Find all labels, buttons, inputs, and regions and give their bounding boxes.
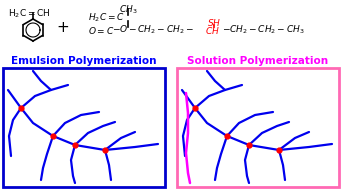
Text: $-O-CH_2-CH_2-$: $-O-CH_2-CH_2-$	[112, 24, 194, 36]
Text: $+$: $+$	[57, 19, 70, 35]
Bar	[3, 68, 165, 187]
Text: $CH$: $CH$	[205, 25, 220, 36]
Text: $\mathsf{H_2C{=}CH}$: $\mathsf{H_2C{=}CH}$	[8, 7, 50, 19]
Text: Solution Polymerization: Solution Polymerization	[188, 56, 329, 66]
Text: $O{=}C$: $O{=}C$	[88, 25, 114, 36]
Text: $CH_3$: $CH_3$	[119, 3, 137, 15]
Text: Emulsion Polymerization: Emulsion Polymerization	[11, 56, 157, 66]
Text: $SH$: $SH$	[207, 16, 221, 28]
Bar	[177, 68, 339, 187]
Text: $H_2C{=}C$: $H_2C{=}C$	[88, 12, 124, 24]
Text: $-CH_2-CH_2-CH_3$: $-CH_2-CH_2-CH_3$	[222, 24, 305, 36]
